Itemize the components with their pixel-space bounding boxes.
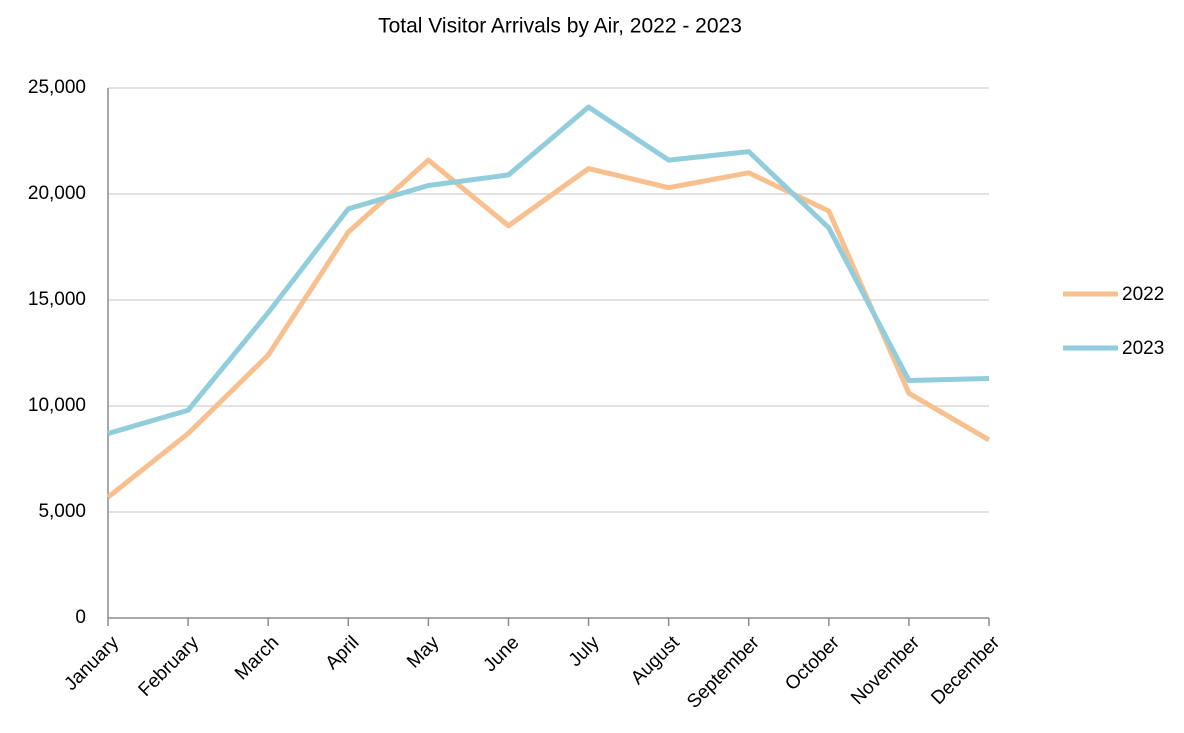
x-tick-label: November <box>847 632 924 709</box>
y-tick-label: 15,000 <box>28 289 86 310</box>
x-tick-label: September <box>683 632 764 713</box>
x-tick-label: February <box>135 632 204 701</box>
y-tick-label: 5,000 <box>38 501 86 522</box>
y-tick-label: 25,000 <box>28 77 86 98</box>
series-line <box>106 157 991 500</box>
chart-title: Total Visitor Arrivals by Air, 2022 - 20… <box>378 15 742 38</box>
x-tick-label: June <box>480 632 524 676</box>
x-tick-label: December <box>927 632 1004 709</box>
x-tick-label: March <box>231 632 283 684</box>
y-tick-label: 0 <box>75 607 86 628</box>
x-tick-label: May <box>403 632 444 673</box>
x-tick-label: January <box>60 632 123 695</box>
series-line <box>107 104 990 436</box>
legend-label: 2023 <box>1122 338 1164 359</box>
x-tick-label: August <box>627 632 684 689</box>
x-tick-label: October <box>781 632 844 695</box>
legend-label: 2022 <box>1122 284 1164 305</box>
y-tick-label: 20,000 <box>28 183 86 204</box>
x-tick-label: July <box>565 632 604 671</box>
x-tick-label: April <box>322 632 364 674</box>
y-tick-label: 10,000 <box>28 395 86 416</box>
